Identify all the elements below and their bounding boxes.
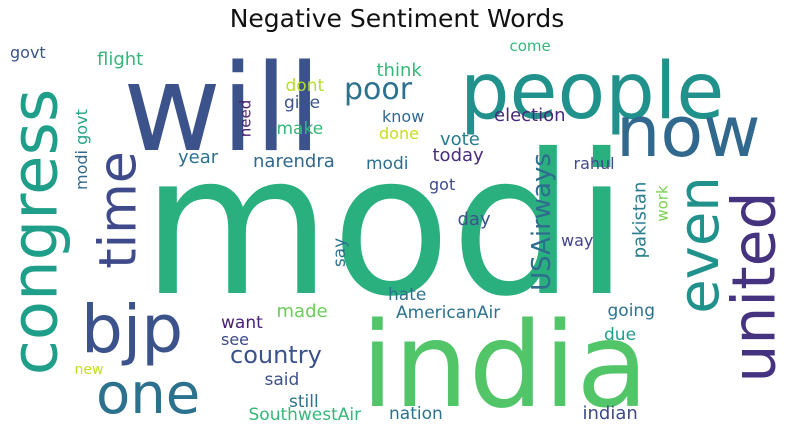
word-need: need — [236, 99, 255, 137]
word-see: see — [221, 330, 250, 349]
word-will: will — [123, 42, 322, 179]
word-americanair: AmericanAir — [396, 302, 501, 323]
word-congress: congress — [10, 88, 72, 376]
word-flight: flight — [97, 49, 144, 70]
word-done: done — [379, 124, 419, 143]
word-nation: nation — [389, 403, 443, 424]
word-say: say — [329, 237, 350, 267]
word-usairways: USAirways — [526, 153, 557, 291]
word-time: time — [88, 151, 149, 269]
word-come: come — [509, 42, 551, 55]
word-modi-3: modi — [71, 150, 91, 190]
word-vote: vote — [440, 129, 480, 150]
word-made: made — [276, 301, 328, 322]
word-modi-2: modi — [366, 153, 409, 174]
word-election: election — [494, 105, 566, 126]
word-got: got — [429, 175, 456, 194]
word-bjp: bjp — [81, 291, 184, 368]
word-due: due — [604, 324, 637, 345]
word-give: give — [284, 92, 321, 113]
word-make: make — [276, 118, 324, 139]
word-new: new — [74, 362, 104, 378]
word-now: now — [616, 91, 761, 173]
word-southwestair: SouthwestAir — [248, 404, 362, 425]
word-cloud: modi india will people now congress unit… — [10, 42, 784, 432]
word-pakistan: pakistan — [628, 181, 650, 259]
word-day: day — [457, 209, 491, 230]
word-work: work — [653, 184, 672, 222]
word-think: think — [376, 60, 422, 81]
word-today: today — [432, 145, 484, 166]
word-way: way — [561, 231, 594, 250]
word-even: even — [666, 176, 732, 314]
word-india: india — [361, 296, 649, 432]
word-country: country — [230, 341, 322, 369]
word-going: going — [607, 300, 655, 321]
chart-title: Negative Sentiment Words — [229, 4, 565, 33]
word-want: want — [221, 312, 263, 333]
word-govt-2: govt — [71, 109, 91, 145]
word-dont: dont — [285, 75, 325, 96]
word-poor: poor — [344, 72, 413, 107]
word-know: know — [382, 107, 425, 126]
word-one: one — [96, 362, 201, 427]
word-year: year — [178, 147, 219, 168]
word-said: said — [264, 369, 300, 390]
word-united: united — [719, 191, 784, 383]
word-hate: hate — [388, 284, 427, 305]
word-modi-1: modi — [141, 111, 629, 339]
word-people: people — [460, 47, 725, 137]
word-govt-1: govt — [10, 43, 46, 62]
word-rahul: rahul — [573, 154, 615, 173]
word-still: still — [289, 391, 319, 412]
word-narendra: narendra — [253, 151, 335, 172]
word-indian: indian — [582, 403, 638, 424]
